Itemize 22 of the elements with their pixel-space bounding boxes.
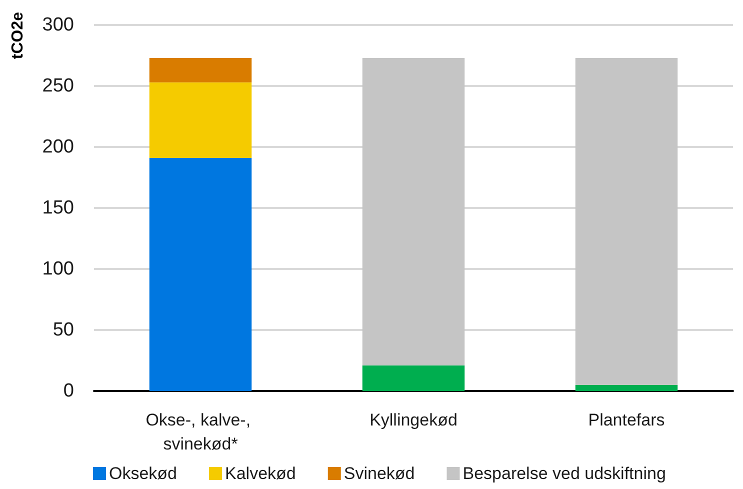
y-axis-title: tCO2e (10, 12, 26, 60)
bar (149, 82, 252, 158)
x-tick-label: Okse-, kalve-, svinekød* (146, 410, 256, 454)
bar (362, 58, 465, 366)
x-tick-label: Plantefars (588, 410, 665, 430)
bar (149, 158, 252, 391)
legend-label: Besparelse ved udskiftning (462, 464, 666, 483)
y-tick-label: 150 (42, 198, 74, 218)
y-tick-label: 200 (42, 136, 74, 158)
legend-label: Kalvekød (225, 464, 296, 483)
legend-label: Oksekød (109, 464, 178, 483)
x-tick-label: Kyllingekød (370, 410, 458, 430)
bar (362, 365, 465, 391)
bar (575, 384, 678, 391)
y-tick-label: 0 (63, 380, 74, 402)
y-tick-label: 250 (42, 76, 74, 96)
y-tick-label: 300 (42, 14, 74, 36)
bar (575, 58, 678, 385)
bar (149, 58, 252, 82)
legend-label: Svinekød (344, 464, 415, 483)
y-tick-label: 50 (52, 320, 74, 340)
y-tick-label: 100 (42, 258, 74, 280)
